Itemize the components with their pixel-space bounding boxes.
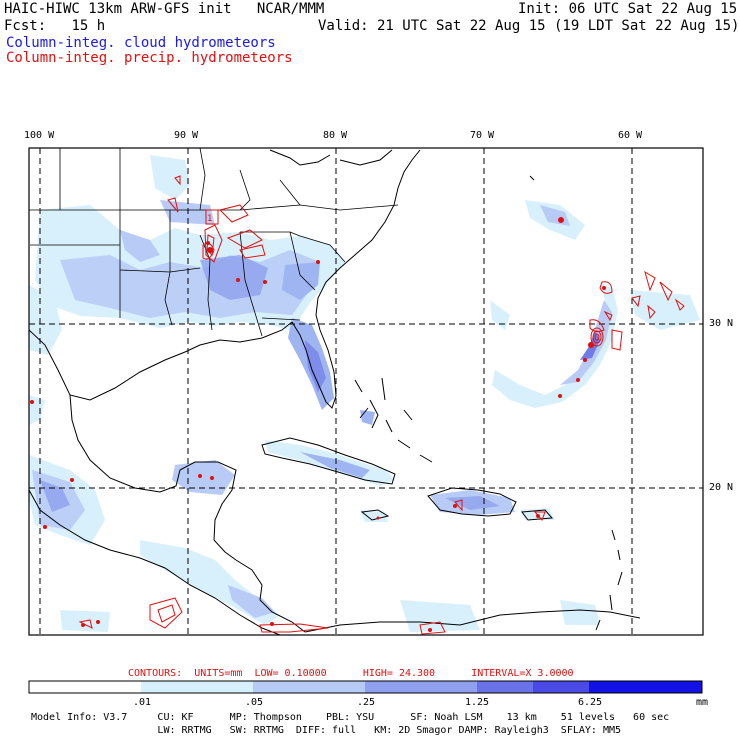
precip-cores — [30, 217, 606, 632]
map-frame — [28, 147, 704, 636]
coastlines — [29, 149, 641, 635]
lon-label-80w: 80 W — [323, 130, 348, 141]
state-borders — [29, 148, 399, 337]
colorbar-tick: .25 — [357, 697, 376, 708]
colorbar-tick: .05 — [245, 697, 264, 708]
colorbar-tick: 1.25 — [465, 697, 490, 708]
contour-label: 1 — [207, 214, 212, 224]
lat-label-30n: 30 N — [709, 318, 734, 329]
legend-precip-field: Column-integ. precip. hydrometeors — [6, 50, 293, 66]
valid-time: Valid: 21 UTC Sat 22 Aug 15 (19 LDT Sat … — [318, 18, 740, 34]
model-title: HAIC-HIWC 13km ARW-GFS init NCAR/MMM — [4, 1, 325, 17]
init-time: Init: 06 UTC Sat 22 Aug 15 — [518, 1, 738, 17]
forecast-hour: Fcst: 15 h — [4, 18, 106, 34]
colorbar-tick: 6.25 — [578, 697, 603, 708]
model-info-line1: Model Info: V3.7 CU: KF MP: Thompson PBL… — [31, 712, 670, 723]
colorbar-tick: .01 — [133, 697, 152, 708]
lon-label-90w: 90 W — [174, 130, 199, 141]
colorbar — [28, 680, 703, 694]
contour-info: CONTOURS: UNITS=mm LOW= 0.10000 HIGH= 24… — [128, 668, 574, 679]
colorbar-unit: mm — [696, 697, 709, 708]
precip-contours — [78, 175, 685, 635]
legend-cloud-field: Column-integ. cloud hydrometeors — [6, 35, 276, 51]
lat-label-20n: 20 N — [709, 482, 734, 493]
lon-label-70w: 70 W — [470, 130, 495, 141]
lat-lon-grid — [29, 148, 703, 635]
lon-label-100w: 100 W — [24, 130, 55, 141]
map-background — [29, 148, 703, 635]
lon-label-60w: 60 W — [618, 130, 643, 141]
model-info-line2: LW: RRTMG SW: RRTMG DIFF: full KM: 2D Sm… — [31, 725, 622, 736]
cloud-shading — [29, 155, 700, 632]
